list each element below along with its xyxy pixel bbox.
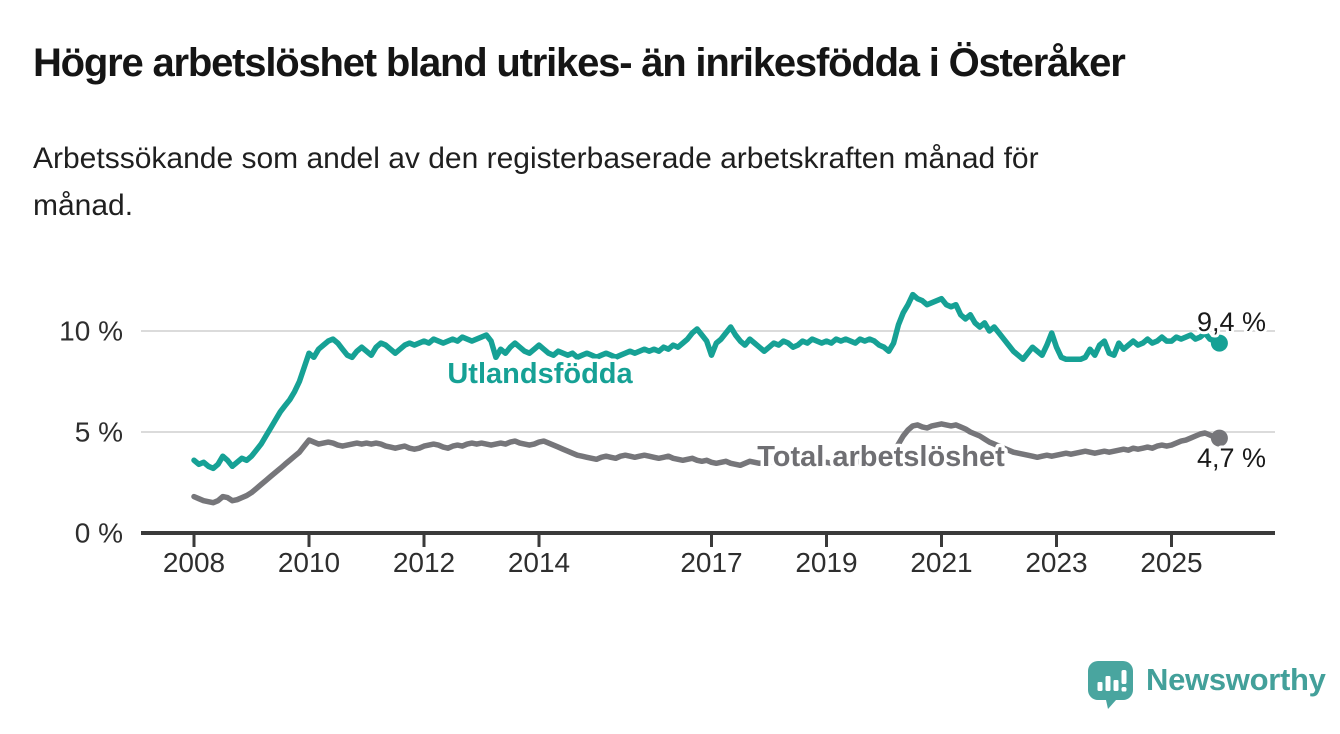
page-title: Högre arbetslöshet bland utrikes- än inr… — [33, 41, 1126, 85]
x-tick-label-2025: 2025 — [1140, 547, 1202, 578]
x-tick-label-2012: 2012 — [393, 547, 455, 578]
x-tick-label-2021: 2021 — [910, 547, 972, 578]
brand-name: Newsworthy — [1146, 662, 1326, 697]
chart-subtitle: Arbetssökande som andel av den registerb… — [33, 142, 1039, 222]
y-tick-label-0pct: 0 % — [75, 518, 123, 549]
y-tick-label-10pct: 10 % — [59, 316, 123, 347]
x-tick-label-2023: 2023 — [1025, 547, 1087, 578]
x-tick-label-2008: 2008 — [163, 547, 225, 578]
newsworthy-logo: Newsworthy — [1087, 660, 1326, 710]
x-tick-label-2014: 2014 — [508, 547, 570, 578]
x-tick-label-2017: 2017 — [680, 547, 742, 578]
x-tick-label-2010: 2010 — [278, 547, 340, 578]
y-tick-label-5pct: 5 % — [75, 417, 123, 448]
series-line-utlandsf-dda — [191, 291, 1223, 472]
series-label-utlandsf-dda: Utlandsfödda — [447, 358, 633, 390]
x-tick-label-2019: 2019 — [795, 547, 857, 578]
series-end-dot-utlandsf-dda — [1210, 334, 1228, 352]
end-value-label-utlandsf-dda: 9,4 % — [1197, 307, 1266, 337]
end-value-label-total-arbetsl-shet: 4,7 % — [1197, 443, 1266, 473]
series-end-dot-total-arbetsl-shet — [1210, 429, 1228, 447]
newsworthy-speech-bubble-bar-chart-icon — [1088, 661, 1133, 709]
series-label-total-arbetsl-shet: Total arbetslöshet — [757, 441, 1005, 473]
series-line-total-arbetsl-shet — [191, 421, 1223, 506]
